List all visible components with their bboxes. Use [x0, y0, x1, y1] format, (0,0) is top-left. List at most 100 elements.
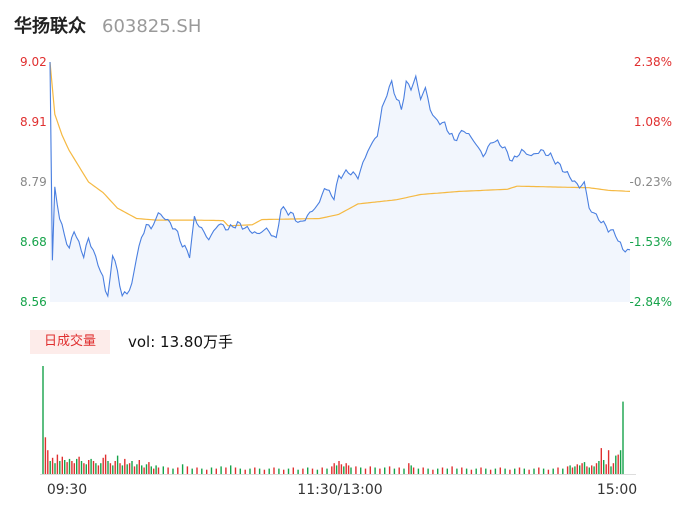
- volume-bar: [133, 466, 136, 474]
- volume-bar: [600, 448, 602, 474]
- volume-bar: [316, 469, 319, 474]
- volume-bar: [333, 463, 335, 474]
- volume-bar: [230, 465, 232, 474]
- volume-bar: [384, 467, 386, 474]
- volume-bar: [258, 468, 261, 474]
- volume-bar: [201, 468, 203, 474]
- volume-bar: [191, 468, 193, 474]
- volume-bar: [76, 458, 78, 474]
- volume-bar: [523, 468, 525, 474]
- volume-bar: [326, 468, 328, 474]
- volume-bar: [73, 463, 75, 474]
- volume-bar: [54, 463, 56, 474]
- volume-bar: [403, 468, 405, 474]
- volume-bar: [131, 461, 133, 474]
- volume-bar: [220, 466, 222, 474]
- volume-bar: [518, 467, 521, 474]
- volume-bar: [287, 468, 290, 474]
- volume-bar: [292, 467, 294, 474]
- volume-bar: [136, 464, 138, 474]
- volume-bar: [56, 454, 59, 474]
- volume-bar: [215, 468, 217, 474]
- volume-bar: [196, 467, 198, 474]
- volume-bar: [364, 468, 367, 474]
- percent-tick-label: 1.08%: [633, 115, 672, 129]
- volume-bar: [141, 465, 143, 474]
- volume-bar: [331, 466, 333, 474]
- volume-bar: [97, 465, 100, 474]
- time-tick-label: 11:30/13:00: [297, 482, 383, 498]
- volume-bar: [437, 468, 439, 474]
- percent-tick-label: -1.53%: [629, 235, 672, 249]
- volume-bar: [350, 467, 352, 474]
- volume-bar: [61, 456, 63, 474]
- price-tick-label: 8.68: [20, 235, 47, 249]
- volume-bar: [566, 466, 569, 474]
- volume-bar: [126, 464, 128, 474]
- volume-bar: [338, 461, 340, 474]
- volume-bar: [157, 467, 160, 474]
- volume-bar: [244, 469, 246, 474]
- volume-bar: [465, 468, 468, 474]
- volume-bar: [451, 466, 453, 474]
- volume-bar: [145, 464, 148, 474]
- volume-bar: [64, 460, 66, 474]
- volume-bar: [80, 461, 83, 474]
- volume-bar: [162, 466, 164, 474]
- volume-bar: [143, 467, 145, 474]
- volume-bar: [254, 467, 256, 474]
- volume-bar: [121, 465, 124, 474]
- volume-bar: [335, 465, 338, 474]
- volume-bar: [49, 461, 51, 474]
- volume-bar: [393, 468, 396, 474]
- volume-bar: [44, 437, 47, 474]
- volume-bar: [461, 467, 463, 474]
- volume-bar: [528, 469, 530, 474]
- price-area-fill: [50, 62, 630, 302]
- volume-bar: [542, 468, 545, 474]
- volume-bar: [78, 456, 80, 474]
- volume-bar: [167, 467, 169, 474]
- volume-bar: [311, 468, 314, 474]
- volume-bar: [234, 467, 237, 474]
- volume-bar: [579, 465, 581, 474]
- volume-bar: [297, 469, 299, 474]
- volume-bar: [186, 466, 189, 474]
- volume-bar: [347, 465, 350, 474]
- price-tick-label: 9.02: [20, 55, 47, 69]
- volume-bar: [533, 468, 535, 474]
- average-price-line: [49, 61, 631, 227]
- volume-bar: [622, 401, 624, 474]
- volume-bar: [283, 469, 285, 474]
- volume-bar: [278, 468, 280, 474]
- volume-bar: [475, 468, 477, 474]
- percent-tick-label: 2.38%: [633, 55, 672, 69]
- volume-bar: [610, 466, 612, 474]
- volume-bar: [607, 450, 610, 474]
- volume-bar: [598, 461, 600, 474]
- volume-bar: [617, 454, 619, 474]
- volume-bar: [588, 467, 590, 474]
- volume-bar: [343, 466, 345, 474]
- volume-bar: [181, 464, 184, 474]
- volume-bar: [59, 461, 61, 474]
- volume-bar: [605, 464, 607, 474]
- volume-bar: [116, 455, 119, 474]
- volume-bar: [574, 466, 576, 474]
- volume-bar: [155, 465, 157, 474]
- volume-bar: [302, 468, 304, 474]
- volume-bar: [109, 463, 112, 474]
- volume-bar: [432, 469, 434, 474]
- volume-bar: [562, 468, 564, 474]
- volume-bar: [273, 467, 275, 474]
- volume-bar: [114, 461, 116, 474]
- volume-bar: [456, 468, 458, 474]
- volume-bar: [112, 465, 114, 474]
- volume-bar: [51, 457, 54, 474]
- volume-bar: [619, 450, 622, 474]
- volume-bar: [412, 467, 415, 474]
- volume-bar: [92, 461, 95, 474]
- volume-bar: [360, 467, 362, 474]
- volume-bar: [595, 463, 598, 474]
